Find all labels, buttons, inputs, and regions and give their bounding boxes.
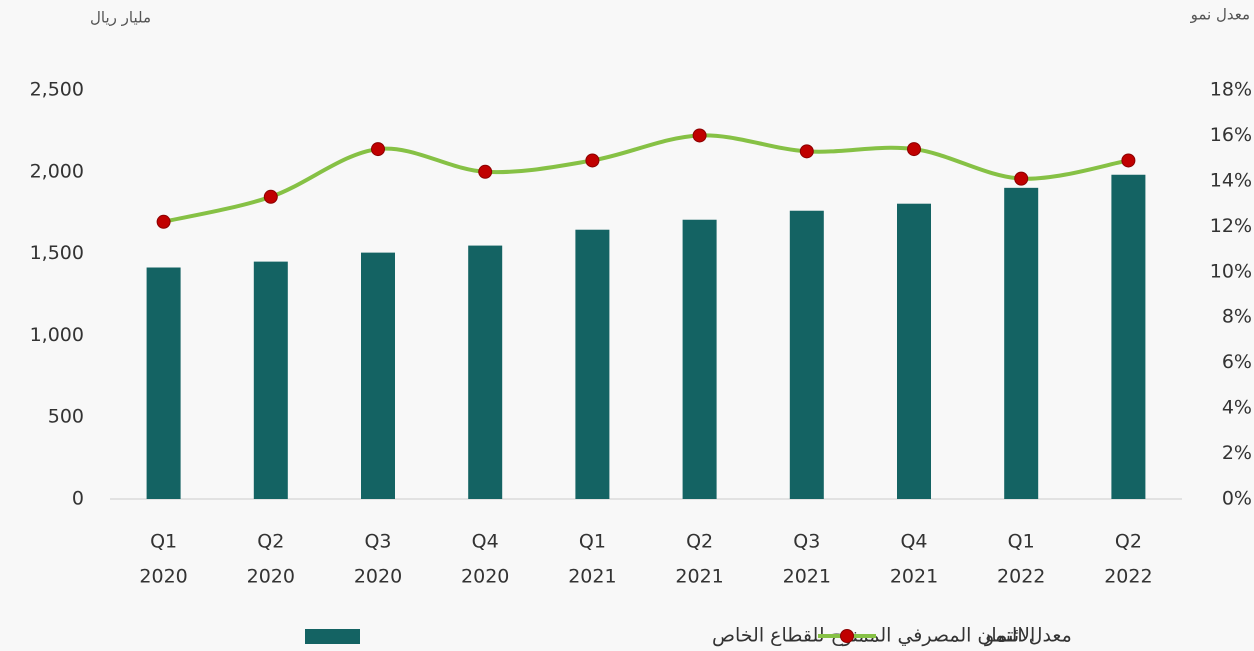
growth-marker bbox=[157, 215, 170, 228]
y2-tick-label: 12% bbox=[1210, 215, 1252, 237]
y-tick-label: 2,500 bbox=[30, 79, 84, 101]
growth-marker bbox=[1122, 154, 1135, 167]
bar bbox=[897, 204, 931, 499]
x-tick-label: Q4 bbox=[472, 531, 499, 553]
x-tick-label: Q1 bbox=[1008, 531, 1035, 553]
y2-tick-label: 8% bbox=[1222, 306, 1252, 328]
y-tick-label: 1,000 bbox=[30, 324, 84, 346]
bar bbox=[361, 253, 395, 499]
growth-marker bbox=[372, 143, 385, 156]
growth-marker bbox=[264, 190, 277, 203]
x-tick-label: 2020 bbox=[461, 566, 509, 588]
x-tick-label: 2022 bbox=[997, 566, 1045, 588]
growth-marker bbox=[1015, 172, 1028, 185]
y2-tick-label: 18% bbox=[1210, 79, 1252, 101]
y2-tick-label: 0% bbox=[1222, 488, 1252, 510]
right-axis-label: معدل نمو bbox=[1190, 6, 1250, 24]
bar bbox=[147, 268, 181, 499]
y2-tick-label: 4% bbox=[1222, 397, 1252, 419]
y-tick-label: 0 bbox=[72, 488, 84, 510]
x-tick-label: 2020 bbox=[247, 566, 295, 588]
y2-tick-label: 10% bbox=[1210, 260, 1252, 282]
bar bbox=[575, 230, 609, 499]
x-tick-label: Q2 bbox=[686, 531, 713, 553]
x-tick-label: Q2 bbox=[257, 531, 284, 553]
x-tick-label: 2021 bbox=[568, 566, 616, 588]
x-tick-label: Q2 bbox=[1115, 531, 1142, 553]
x-tick-label: 2022 bbox=[1104, 566, 1152, 588]
y2-tick-label: 2% bbox=[1222, 442, 1252, 464]
x-tick-label: Q1 bbox=[150, 531, 177, 553]
chart: مليار ريال معدل نمو 0 500 1,000 1,500 2,000 2… bbox=[0, 0, 1254, 651]
growth-line bbox=[164, 135, 1129, 221]
left-axis-label: مليار ريال bbox=[90, 9, 151, 27]
legend-label: معدل النمو bbox=[984, 625, 1072, 647]
x-tick-label: Q3 bbox=[793, 531, 820, 553]
x-tick-label: Q1 bbox=[579, 531, 606, 553]
y-tick-label: 1,500 bbox=[30, 242, 84, 264]
x-tick-label: Q3 bbox=[364, 531, 391, 553]
x-tick-label: 2020 bbox=[139, 566, 187, 588]
x-tick-label: 2020 bbox=[354, 566, 402, 588]
legend-swatch bbox=[305, 629, 360, 644]
x-tick-label: 2021 bbox=[890, 566, 938, 588]
bar bbox=[468, 246, 502, 499]
growth-marker bbox=[908, 143, 921, 156]
y2-tick-label: 14% bbox=[1210, 169, 1252, 191]
growth-marker bbox=[693, 129, 706, 142]
growth-marker bbox=[586, 154, 599, 167]
x-tick-label: 2021 bbox=[675, 566, 723, 588]
growth-marker bbox=[800, 145, 813, 158]
x-tick-label: 2021 bbox=[783, 566, 831, 588]
bar bbox=[683, 220, 717, 499]
x-tick-label: Q4 bbox=[900, 531, 927, 553]
y2-tick-label: 6% bbox=[1222, 351, 1252, 373]
bar bbox=[1004, 188, 1038, 499]
bar bbox=[254, 262, 288, 499]
y-tick-label: 500 bbox=[48, 406, 84, 428]
legend-swatch bbox=[841, 630, 854, 643]
y-tick-label: 2,000 bbox=[30, 160, 84, 182]
bar bbox=[1111, 175, 1145, 499]
growth-marker bbox=[479, 165, 492, 178]
bar bbox=[790, 211, 824, 499]
y2-tick-label: 16% bbox=[1210, 124, 1252, 146]
